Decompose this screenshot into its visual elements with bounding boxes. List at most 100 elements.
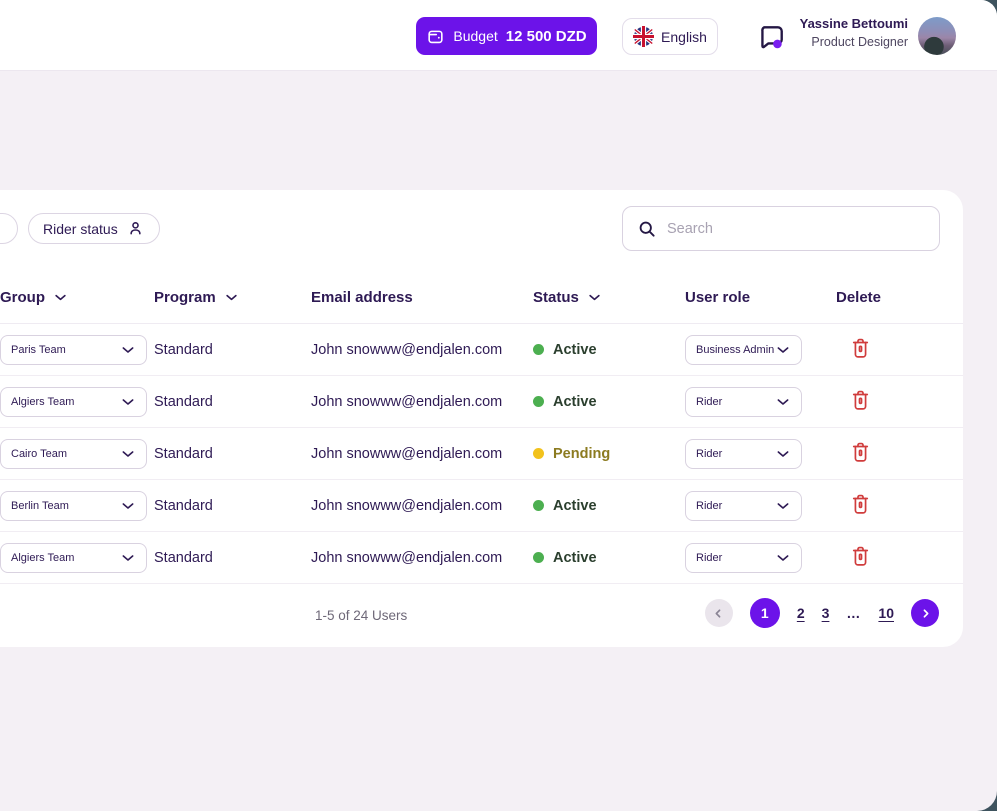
group-select-value: Algiers Team bbox=[11, 551, 75, 564]
status-dot-icon bbox=[533, 448, 544, 459]
language-button[interactable]: English bbox=[622, 18, 718, 55]
page-button-10[interactable]: 10 bbox=[878, 605, 894, 621]
column-header-email: Email address bbox=[311, 289, 533, 306]
group-select-value: Berlin Team bbox=[11, 499, 69, 512]
status-dot-icon bbox=[533, 552, 544, 563]
chevron-down-icon bbox=[120, 342, 136, 358]
column-label: Group bbox=[0, 288, 45, 306]
status-dot-icon bbox=[533, 500, 544, 511]
group-select[interactable]: Berlin Team bbox=[0, 490, 147, 521]
role-select-value: Rider bbox=[696, 551, 723, 564]
role-select[interactable]: Rider bbox=[685, 438, 802, 469]
column-header-program[interactable]: Program bbox=[154, 289, 311, 306]
group-select-value: Algiers Team bbox=[11, 395, 75, 408]
search-input[interactable] bbox=[667, 220, 925, 237]
column-header-delete: Delete bbox=[836, 289, 963, 306]
role-select-value: Rider bbox=[696, 395, 723, 408]
group-select[interactable]: Cairo Team bbox=[0, 438, 147, 469]
budget-label: Budget bbox=[453, 28, 498, 44]
chevron-down-icon bbox=[120, 446, 136, 462]
status-label: Active bbox=[553, 549, 597, 566]
table-row: Algiers Team Standard John snowww@endjal… bbox=[0, 532, 963, 584]
trash-icon bbox=[852, 338, 869, 358]
chevron-left-icon bbox=[715, 608, 721, 618]
role-select-value: Rider bbox=[696, 447, 723, 460]
pagination-ellipsis: … bbox=[846, 605, 862, 621]
trash-icon bbox=[852, 390, 869, 410]
status-badge: Active bbox=[533, 342, 685, 358]
rider-status-label: Rider status bbox=[43, 220, 118, 237]
column-label: Email address bbox=[311, 288, 413, 306]
status-badge: Active bbox=[533, 394, 685, 410]
page-button-1[interactable]: 1 bbox=[749, 598, 780, 628]
user-info[interactable]: Yassine Bettoumi Product Designer bbox=[800, 15, 908, 51]
program-cell: Standard bbox=[154, 445, 213, 462]
chevron-down-icon bbox=[53, 290, 68, 305]
email-cell: John snowww@endjalen.com bbox=[311, 445, 503, 462]
search-box bbox=[622, 206, 940, 251]
role-select[interactable]: Business Admin bbox=[685, 334, 802, 365]
chevron-down-icon bbox=[775, 550, 791, 566]
person-icon bbox=[126, 219, 145, 238]
chevron-down-icon bbox=[587, 290, 602, 305]
group-select[interactable]: Paris Team bbox=[0, 334, 147, 365]
email-cell: John snowww@endjalen.com bbox=[311, 341, 503, 358]
next-page-button[interactable] bbox=[911, 599, 939, 627]
user-role: Product Designer bbox=[811, 34, 908, 49]
delete-button[interactable] bbox=[848, 335, 873, 364]
group-select[interactable]: Algiers Team bbox=[0, 386, 147, 417]
role-select-value: Rider bbox=[696, 499, 723, 512]
avatar[interactable] bbox=[918, 17, 956, 55]
program-cell: Standard bbox=[154, 341, 213, 358]
trash-icon bbox=[852, 442, 869, 462]
filter-chip-rider-status[interactable]: Rider status bbox=[28, 213, 160, 244]
email-cell: John snowww@endjalen.com bbox=[311, 497, 503, 514]
trash-icon bbox=[852, 546, 869, 566]
delete-button[interactable] bbox=[848, 543, 873, 572]
column-header-status[interactable]: Status bbox=[533, 289, 685, 306]
chevron-right-icon bbox=[923, 608, 928, 618]
table-row: Algiers Team Standard John snowww@endjal… bbox=[0, 376, 963, 428]
column-header-group[interactable]: Group bbox=[0, 289, 154, 306]
role-select[interactable]: Rider bbox=[685, 490, 802, 521]
users-table-card: Rider status bbox=[0, 190, 963, 647]
status-label: Active bbox=[553, 341, 597, 358]
chevron-down-icon bbox=[775, 446, 791, 462]
language-label: English bbox=[661, 28, 707, 45]
user-name: Yassine Bettoumi bbox=[799, 16, 908, 31]
delete-button[interactable] bbox=[848, 439, 873, 468]
group-select-value: Paris Team bbox=[11, 343, 66, 356]
chevron-down-icon bbox=[224, 290, 239, 305]
delete-button[interactable] bbox=[848, 491, 873, 520]
program-cell: Standard bbox=[154, 393, 213, 410]
status-badge: Active bbox=[533, 498, 685, 514]
role-select[interactable]: Rider bbox=[685, 542, 802, 573]
chevron-down-icon bbox=[775, 342, 791, 358]
column-label: Delete bbox=[836, 288, 882, 306]
group-select[interactable]: Algiers Team bbox=[0, 542, 147, 573]
delete-button[interactable] bbox=[848, 387, 873, 416]
table-row: Berlin Team Standard John snowww@endjale… bbox=[0, 480, 963, 532]
previous-page-button[interactable] bbox=[704, 599, 733, 627]
uk-flag-icon bbox=[633, 26, 655, 47]
table-footer: 1-5 of 24 Users 1 2 3 … 10 bbox=[0, 584, 963, 647]
search-icon bbox=[637, 219, 657, 239]
table-header-row: Group Program Email address Status bbox=[0, 271, 963, 324]
chat-button[interactable] bbox=[756, 22, 786, 52]
chat-bubble-icon bbox=[761, 26, 783, 49]
person-icon bbox=[0, 219, 3, 238]
filter-chip-partial[interactable] bbox=[0, 213, 18, 244]
status-dot-icon bbox=[533, 344, 544, 355]
role-select[interactable]: Rider bbox=[685, 386, 802, 417]
pagination: 1 2 3 … 10 bbox=[704, 598, 939, 628]
chevron-down-icon bbox=[120, 394, 136, 410]
status-label: Active bbox=[553, 497, 597, 514]
column-label: Status bbox=[533, 288, 579, 306]
budget-button[interactable]: Budget 12 500 DZD bbox=[416, 17, 597, 55]
top-bar: Budget 12 500 DZD English Yass bbox=[0, 0, 997, 71]
column-header-user-role: User role bbox=[685, 289, 836, 306]
page-button-2[interactable]: 2 bbox=[796, 605, 805, 621]
page-button-3[interactable]: 3 bbox=[821, 605, 830, 621]
wallet-icon bbox=[426, 27, 445, 46]
